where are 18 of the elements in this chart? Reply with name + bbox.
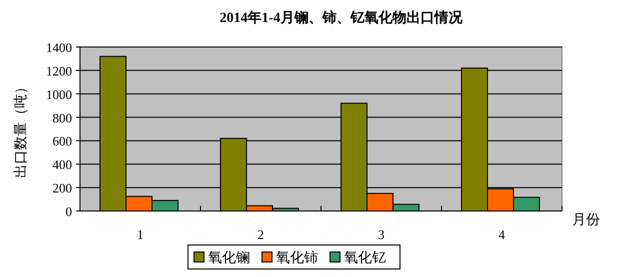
legend-label: 氧化铈 — [276, 250, 318, 266]
chart-title: 2014年1-4月镧、铈、钇氧化物出口情况 — [220, 10, 464, 26]
y-tick-label: 800 — [52, 110, 72, 126]
y-tick-label: 600 — [52, 134, 72, 149]
y-tick-label: 0 — [66, 204, 72, 219]
y-tick-label: 400 — [52, 157, 72, 172]
y-tick-label: 1200 — [46, 63, 72, 78]
y-axis-title: 出口数量（吨） — [13, 80, 29, 178]
legend-label: 氧化钇 — [344, 250, 386, 266]
x-tick-label: 1 — [137, 227, 144, 242]
x-tick-label: 4 — [498, 227, 506, 242]
x-axis-title: 月份 — [572, 212, 600, 228]
y-tick-label: 200 — [52, 180, 72, 196]
legend-label: 氧化镧 — [208, 250, 250, 266]
y-tick-label: 1000 — [46, 86, 72, 102]
x-tick-label: 3 — [378, 227, 384, 242]
x-tick-label: 2 — [258, 227, 264, 242]
y-tick-label: 1400 — [46, 40, 72, 55]
